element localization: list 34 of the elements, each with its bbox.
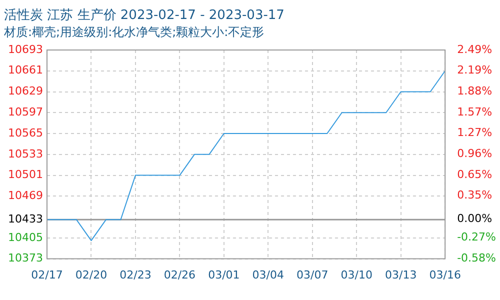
chart-title: 活性炭 江苏 生产价 2023-02-17 - 2023-03-17 (4, 8, 284, 24)
y2-tick-label: 1.27% (457, 126, 492, 139)
y2-tick-label: 1.57% (457, 105, 492, 118)
y-tick-label: 10433 (8, 212, 43, 226)
y-tick-label: 10533 (8, 147, 43, 160)
x-tick-label: 03/01 (208, 268, 240, 282)
y2-tick-label: -0.58% (457, 252, 496, 265)
y-tick-label: 10597 (8, 106, 43, 118)
y-tick-label: 10469 (8, 189, 43, 202)
y2-tick-label: 0.35% (457, 188, 492, 202)
x-tick-label: 03/04 (252, 268, 284, 282)
x-tick-label: 02/23 (120, 268, 152, 282)
y-tick-label: 10661 (8, 64, 43, 77)
y-tick-label: 10373 (8, 252, 43, 265)
x-tick-label: 02/20 (75, 268, 108, 282)
x-tick-label: 02/26 (164, 268, 196, 282)
x-tick-label: 03/07 (296, 268, 328, 282)
y2-tick-label: 2.19% (457, 63, 492, 76)
y2-tick-label: 0.00% (457, 212, 492, 226)
y2-tick-label: 2.49% (457, 42, 492, 56)
x-tick-label: 03/16 (429, 268, 461, 282)
y2-tick-label: 0.65% (457, 168, 492, 182)
chart-subtitle: 材质:椰壳;用途级别:化水净气类;颗粒大小:不定形 (3, 24, 264, 39)
y-tick-label: 10405 (8, 230, 43, 244)
y-tick-label: 10501 (8, 168, 43, 182)
x-tick-label: 03/13 (385, 268, 417, 282)
y-tick-label: 10629 (8, 84, 43, 98)
x-tick-label: 02/17 (31, 268, 63, 282)
y-tick-label: 10565 (8, 126, 43, 140)
y2-tick-label: 1.88% (457, 84, 492, 98)
x-tick-label: 03/10 (340, 268, 372, 282)
y2-tick-label: 0.96% (457, 146, 492, 160)
y-tick-label: 10693 (8, 42, 43, 56)
y2-tick-label: -0.27% (457, 230, 496, 244)
